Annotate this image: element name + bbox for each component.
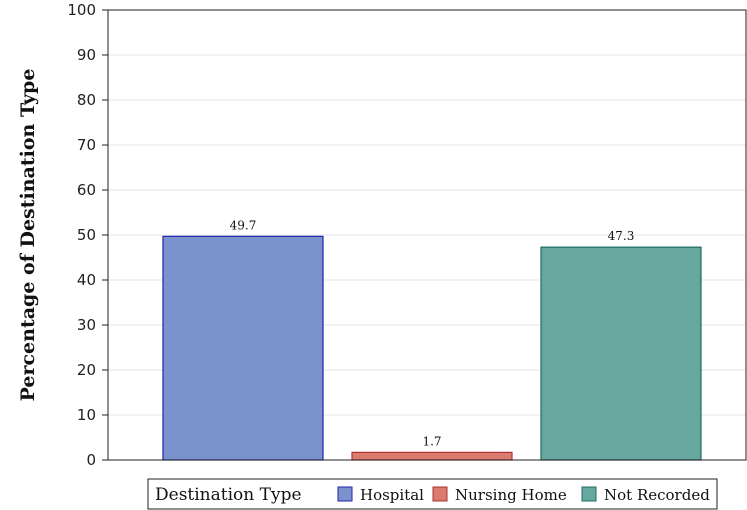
bar-hospital xyxy=(162,235,324,461)
bars xyxy=(162,235,702,461)
data-labels: 49.7 1.7 47.3 xyxy=(230,218,635,448)
y-tick-label: 0 xyxy=(86,451,96,469)
y-tick-label: 30 xyxy=(77,316,96,334)
legend-swatch xyxy=(432,486,448,502)
legend-swatch xyxy=(581,486,597,502)
legend: Destination Type Hospital Nursing Home Not… xyxy=(147,478,718,510)
y-tick-label: 10 xyxy=(77,406,96,424)
legend-entry-label: Hospital xyxy=(360,486,424,504)
y-tick-label: 60 xyxy=(77,181,96,199)
y-axis-label: Percentage of Destination Type xyxy=(17,69,39,402)
y-tick-label: 90 xyxy=(77,46,96,64)
bar-value-label: 49.7 xyxy=(230,218,257,232)
y-axis-ticks: 0 10 20 30 40 50 60 70 80 90 100 xyxy=(67,1,108,469)
bar-not-recorded xyxy=(540,246,702,461)
legend-items: Hospital Nursing Home Not Recorded xyxy=(337,486,710,504)
legend-entry-label: Nursing Home xyxy=(455,486,567,504)
y-tick-label: 100 xyxy=(67,1,96,19)
bar-value-label: 47.3 xyxy=(608,229,635,243)
y-tick-label: 20 xyxy=(77,361,96,379)
legend-title: Destination Type xyxy=(155,485,302,505)
legend-frame xyxy=(147,478,718,510)
y-tick-label: 80 xyxy=(77,91,96,109)
y-tick-label: 40 xyxy=(77,271,96,289)
legend-entry-label: Not Recorded xyxy=(604,486,710,504)
y-tick-label: 50 xyxy=(77,226,96,244)
y-tick-label: 70 xyxy=(77,136,96,154)
bar-value-label: 1.7 xyxy=(422,434,441,448)
legend-swatch xyxy=(337,486,353,502)
bar-nursing-home xyxy=(351,451,513,461)
